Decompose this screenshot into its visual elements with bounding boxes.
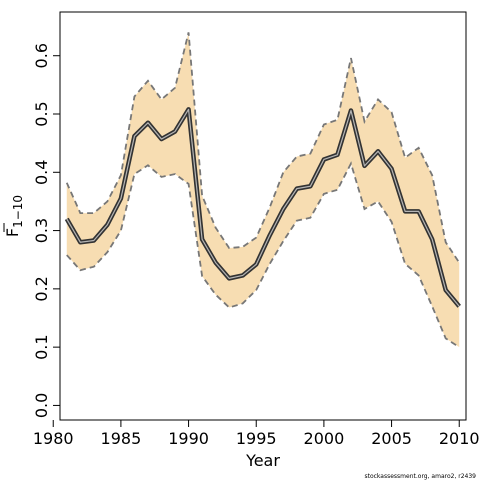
upper-bound-line: [65, 32, 460, 264]
svg-text:F1−10: F1−10: [3, 195, 25, 237]
y-tick-label-0.2: 0.2: [32, 276, 51, 301]
x-tick-label-1995: 1995: [236, 429, 277, 448]
y-tick-label-0.6: 0.6: [32, 43, 51, 68]
estimate-line: [64, 107, 461, 308]
y-axis-title: F1−10: [3, 195, 25, 237]
x-tick-label-1985: 1985: [101, 429, 142, 448]
x-axis: 1980 1985 1990 1995 2000 2005 2010: [33, 420, 480, 448]
y-tick-label-0.3: 0.3: [32, 218, 51, 243]
y-tick-label-0.5: 0.5: [32, 101, 51, 126]
estimate-line-core: [66, 108, 460, 307]
y-tick-label-0.4: 0.4: [32, 160, 51, 185]
x-tick-label-2005: 2005: [371, 429, 412, 448]
y-axis: 0.0 0.1 0.2 0.3 0.4 0.5 0.6: [32, 43, 60, 418]
x-tick-label-1980: 1980: [33, 429, 74, 448]
confidence-bounds: [65, 32, 460, 348]
y-tick-label-0.0: 0.0: [32, 393, 51, 418]
y-axis-title-sub: 1−10: [11, 195, 25, 228]
x-tick-label-1990: 1990: [168, 429, 209, 448]
lower-bound-line: [66, 161, 460, 348]
x-tick-label-2000: 2000: [304, 429, 345, 448]
footer-credit: stockassessment.org, amaro2, r2439: [364, 473, 476, 480]
y-axis-title-main: F: [3, 228, 22, 237]
plot-frame: [59, 11, 467, 421]
x-tick-label-2010: 2010: [439, 429, 480, 448]
y-tick-label-0.1: 0.1: [32, 334, 51, 359]
confidence-band: [66, 32, 460, 348]
x-axis-title: Year: [245, 451, 280, 470]
confidence-band-area: [66, 32, 460, 348]
